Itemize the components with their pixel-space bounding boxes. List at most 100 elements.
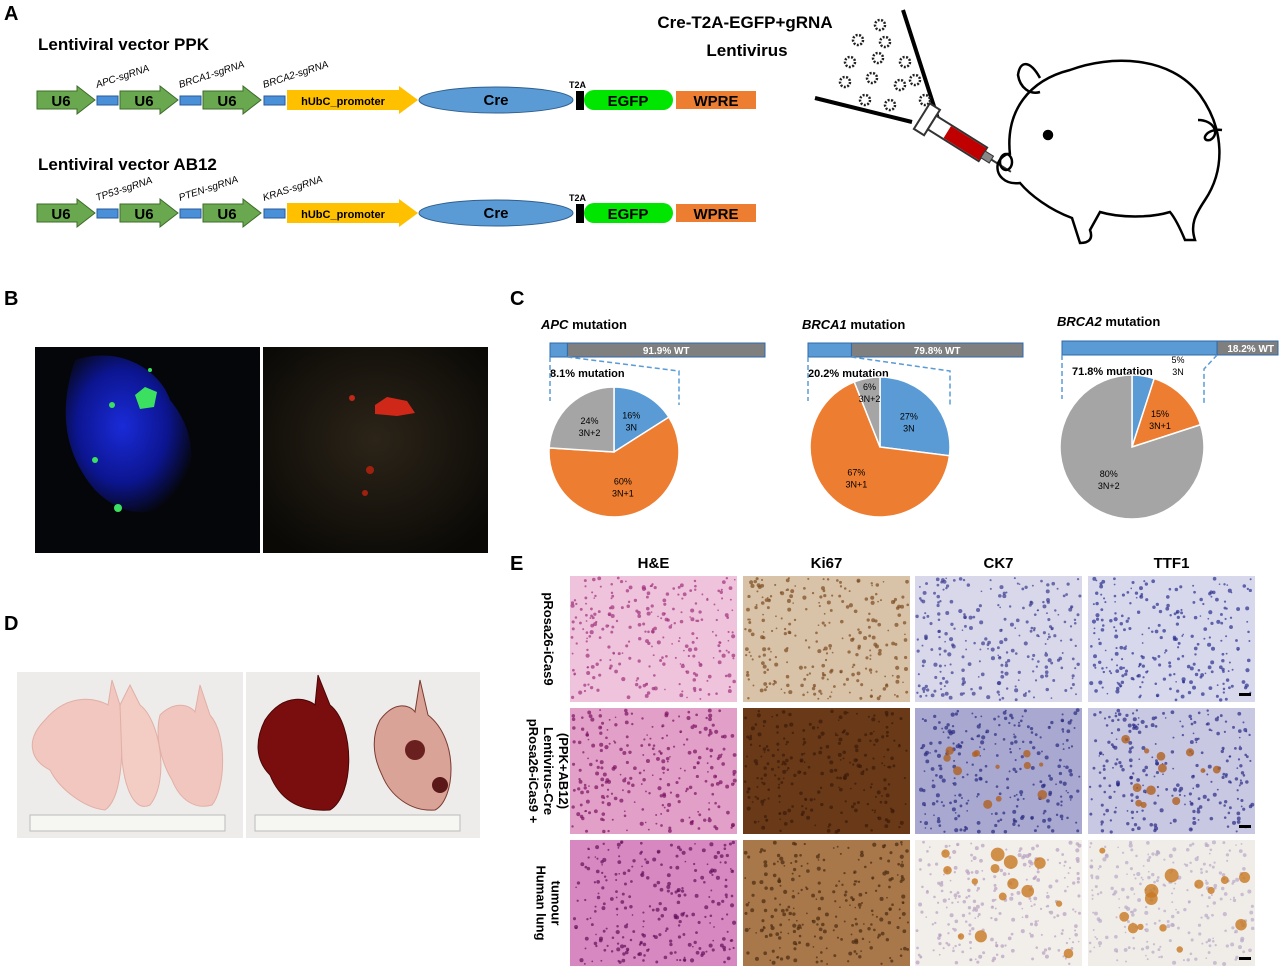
scale-bar [1239, 693, 1251, 696]
ruler [29, 814, 226, 832]
hubc-promoter-label: hUbC_promoter [301, 209, 385, 221]
slice-value-label: 15% [1151, 409, 1169, 419]
histology-image [570, 840, 737, 966]
slice-category-label: 3N+2 [1098, 481, 1120, 491]
histology-image [915, 840, 1082, 966]
hubc-promoter-label: hUbC_promoter [301, 96, 385, 108]
slice-value-label: 27% [900, 412, 918, 422]
vector-construct: Lentiviral vector PPK U6 APC-sgRNA U6 BRCA1-… [36, 35, 756, 116]
wpre-label: WPRE [694, 206, 739, 223]
slice-value-label: 24% [581, 416, 599, 426]
histology-image [915, 708, 1082, 834]
pie-chart-apc: APC mutation 91.9% WT 8.1% mutation 16% 3N 60… [540, 317, 766, 518]
sgrna-box [179, 208, 202, 219]
mutation-pie-charts: APC mutation 91.9% WT 8.1% mutation 16% 3N 60… [540, 314, 1279, 520]
sgrna-box [263, 95, 286, 106]
histology-image [1088, 708, 1255, 834]
hubc-promoter-arrow [287, 86, 418, 114]
egfp-element [584, 203, 673, 223]
cre-element [418, 86, 574, 114]
scale-bar [1239, 825, 1251, 828]
vector-title: Lentiviral vector AB12 [38, 155, 217, 174]
mutation-label: 20.2% mutation [808, 368, 889, 380]
mutation-bar-segment [549, 342, 568, 358]
wt-bar-segment [566, 342, 766, 358]
mutation-bar-segment [1061, 340, 1218, 356]
panel-label-c: C [510, 288, 524, 310]
wpre-element [676, 204, 756, 222]
t2a-label: T2A [569, 193, 587, 203]
wpre-element [676, 91, 756, 109]
slice-category-label: 3N+1 [846, 479, 868, 489]
egfp-label: EGFP [608, 206, 649, 223]
slice-value-label: 67% [847, 467, 865, 477]
histology-image [743, 708, 910, 834]
hubc-promoter-arrow [287, 199, 418, 227]
sgrna-label: TP53-sgRNA [95, 175, 155, 204]
pie-slice-3n [613, 386, 670, 454]
slice-category-label: 3N+1 [612, 489, 634, 499]
row-label: Human lungtumour [534, 865, 564, 940]
panel-label-e: E [510, 553, 523, 575]
histology-image [570, 708, 737, 834]
sgrna-label: PTEN-sgRNA [178, 174, 240, 204]
slice-value-label: 5% [1171, 355, 1184, 365]
u6-promoter-arrow [202, 84, 262, 116]
cre-label: Cre [483, 92, 508, 109]
sgrna-label: BRCA1-sgRNA [178, 59, 247, 91]
wt-label: 18.2% WT [1227, 344, 1274, 355]
pie-slice-3nplus1 [809, 380, 951, 518]
pie-slice-3n [879, 376, 951, 457]
injection-subtitle: Lentivirus [706, 41, 787, 60]
lung-photos [17, 672, 480, 838]
slice-category-label: 3N+2 [859, 394, 881, 404]
slice-value-label: 80% [1100, 469, 1118, 479]
u6-promoter-arrow [36, 197, 96, 229]
slice-value-label: 60% [614, 477, 632, 487]
row-label: pRosa26-iCas9 +Lentivirus-Cre(PPK+AB12) [526, 719, 571, 824]
wt-bar-segment [1216, 340, 1279, 356]
u6-promoter-arrow [119, 197, 179, 229]
mutation-bar-segment [807, 342, 852, 358]
ruler [254, 814, 461, 832]
u6-label: U6 [51, 206, 70, 223]
fluorescence-images [35, 347, 488, 553]
histology-image [743, 840, 910, 966]
panel-label-d: D [4, 613, 18, 635]
slice-category-label: 3N [625, 423, 637, 433]
pie-slice-3nplus2 [1059, 374, 1205, 520]
sgrna-label: BRCA2-sgRNA [262, 59, 331, 91]
row-label: pRosa26-iCas9 [541, 592, 556, 685]
u6-label: U6 [134, 93, 153, 110]
pie-slice-3nplus2 [548, 386, 615, 453]
histology-image [915, 576, 1082, 702]
wt-label: 91.9% WT [643, 346, 690, 357]
slice-value-label: 16% [622, 411, 640, 421]
u6-promoter-arrow [202, 197, 262, 229]
pie-title: BRCA2 mutation [1057, 314, 1160, 329]
pie-title: APC mutation [540, 317, 627, 332]
u6-label: U6 [217, 206, 236, 223]
slice-category-label: 3N+1 [1149, 421, 1171, 431]
t2a-label: T2A [569, 80, 587, 90]
cre-element [418, 199, 574, 227]
pie-slice-3nplus1 [548, 416, 680, 518]
slice-value-label: 6% [863, 382, 876, 392]
slice-category-label: 3N [903, 424, 915, 434]
pie-chart-brca1: BRCA1 mutation 79.8% WT 20.2% mutation 27% 3… [802, 317, 1024, 518]
egfp-element [584, 90, 673, 110]
wpre-label: WPRE [694, 93, 739, 110]
sgrna-box [96, 208, 119, 219]
slice-category-label: 3N [1172, 367, 1184, 377]
virus-particles-icon [838, 18, 932, 112]
column-header: Ki67 [811, 555, 843, 572]
histology-image [1088, 576, 1255, 702]
panel-label-b: B [4, 288, 18, 310]
syringe-icon [912, 102, 1012, 173]
histology-grid: H&E Ki67 CK7 TTF1 pRosa26-iCas9 pRosa26-iCas9… [526, 555, 1255, 966]
injection-illustration: Cre-T2A-EGFP+gRNA Lentivirus [657, 9, 1223, 245]
t2a-element [576, 204, 584, 223]
slice-category-label: 3N+2 [579, 428, 601, 438]
